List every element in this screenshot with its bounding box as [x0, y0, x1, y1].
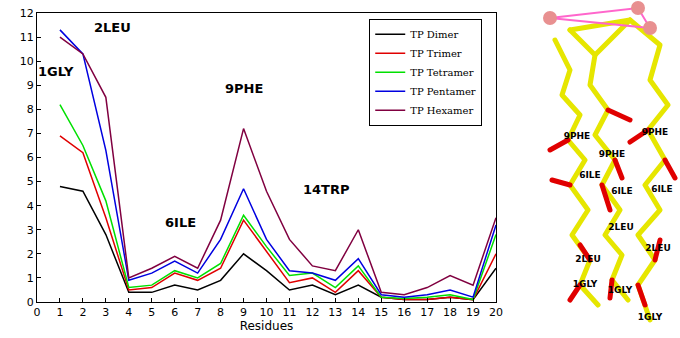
- svg-text:17: 17: [420, 306, 434, 319]
- svg-text:8: 8: [27, 103, 34, 116]
- svg-text:14TRP: 14TRP: [303, 182, 350, 197]
- svg-text:9PHE: 9PHE: [225, 81, 263, 96]
- svg-text:2LEU: 2LEU: [645, 243, 670, 253]
- svg-text:4: 4: [125, 306, 132, 319]
- svg-text:9PHE: 9PHE: [599, 149, 626, 159]
- svg-text:5: 5: [148, 306, 155, 319]
- svg-text:5: 5: [27, 175, 34, 188]
- svg-text:19: 19: [466, 306, 480, 319]
- svg-text:4: 4: [27, 200, 34, 213]
- svg-text:0: 0: [34, 306, 41, 319]
- svg-text:2LEU: 2LEU: [94, 20, 131, 35]
- svg-text:1GLY: 1GLY: [608, 285, 633, 295]
- svg-text:9PHE: 9PHE: [564, 131, 591, 141]
- svg-text:6ILE: 6ILE: [579, 170, 601, 180]
- svg-text:16: 16: [397, 306, 411, 319]
- svg-text:TP Tetramer: TP Tetramer: [410, 67, 474, 78]
- svg-text:Residues: Residues: [240, 319, 294, 333]
- svg-text:11: 11: [20, 31, 34, 44]
- svg-text:2: 2: [27, 248, 34, 261]
- svg-text:2LEU: 2LEU: [608, 222, 633, 232]
- svg-text:10: 10: [20, 55, 34, 68]
- svg-text:6: 6: [27, 151, 34, 164]
- svg-text:9: 9: [27, 79, 34, 92]
- svg-text:14: 14: [351, 306, 365, 319]
- svg-text:1: 1: [56, 306, 63, 319]
- svg-text:6ILE: 6ILE: [611, 186, 633, 196]
- svg-text:3: 3: [27, 224, 34, 237]
- svg-text:13: 13: [328, 306, 342, 319]
- svg-text:3: 3: [102, 306, 109, 319]
- svg-text:12: 12: [305, 306, 319, 319]
- svg-text:10: 10: [260, 306, 274, 319]
- svg-text:TP Hexamer: TP Hexamer: [410, 105, 473, 116]
- svg-text:12: 12: [20, 7, 34, 20]
- svg-text:TP Dimer: TP Dimer: [410, 29, 458, 40]
- svg-text:9PHE: 9PHE: [642, 127, 669, 137]
- svg-text:6ILE: 6ILE: [165, 215, 196, 230]
- svg-text:0: 0: [27, 296, 34, 309]
- svg-text:2LEU: 2LEU: [575, 254, 600, 264]
- svg-text:7: 7: [27, 127, 34, 140]
- svg-text:7: 7: [194, 306, 201, 319]
- svg-text:18: 18: [443, 306, 457, 319]
- svg-text:2: 2: [79, 306, 86, 319]
- svg-text:1: 1: [27, 272, 34, 285]
- svg-text:8: 8: [217, 306, 224, 319]
- svg-text:15: 15: [374, 306, 388, 319]
- svg-text:TP Trimer: TP Trimer: [410, 48, 462, 59]
- svg-text:20: 20: [489, 306, 503, 319]
- svg-text:6: 6: [171, 306, 178, 319]
- svg-text:9: 9: [240, 306, 247, 319]
- svg-text:6ILE: 6ILE: [651, 184, 673, 194]
- svg-text:1GLY: 1GLY: [573, 279, 598, 289]
- svg-text:11: 11: [282, 306, 296, 319]
- svg-text:1GLY: 1GLY: [38, 64, 74, 79]
- svg-text:TP Pentamer: TP Pentamer: [410, 86, 476, 97]
- svg-text:1GLY: 1GLY: [638, 312, 663, 322]
